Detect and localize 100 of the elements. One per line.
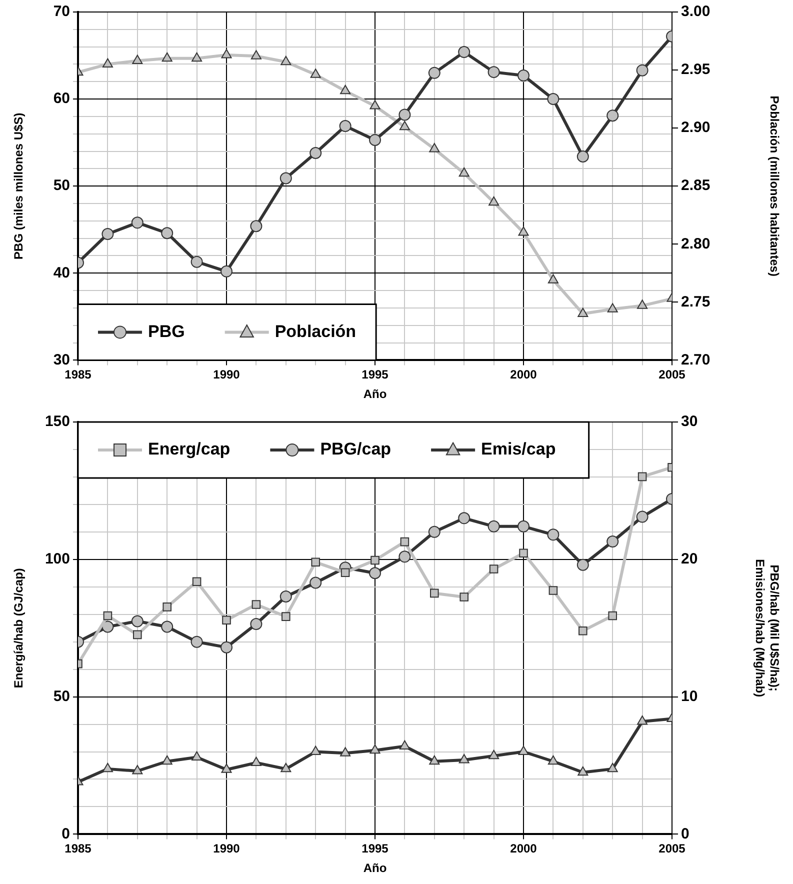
- y-tick-label: 150: [44, 413, 70, 430]
- x-tick-label: 2005: [658, 368, 686, 382]
- point: [637, 300, 648, 309]
- point: [458, 46, 470, 58]
- x-tick-label: 1995: [362, 842, 389, 856]
- point: [220, 641, 232, 654]
- point: [250, 50, 262, 60]
- point: [399, 120, 410, 130]
- y2-tick-label: 2.70: [681, 351, 710, 368]
- y2-tick-label: 10: [681, 688, 698, 705]
- point: [133, 630, 142, 640]
- point: [576, 150, 589, 163]
- y-tick-label: 0: [62, 825, 70, 842]
- point: [370, 744, 380, 754]
- point: [131, 216, 144, 229]
- point: [190, 636, 203, 648]
- point: [489, 564, 498, 574]
- x-tick-label: 1985: [64, 842, 92, 856]
- y-tick-label: 50: [53, 177, 70, 194]
- y2-tick-label: 20: [681, 550, 698, 568]
- point: [340, 747, 351, 756]
- x-tick-label: 1995: [362, 368, 389, 382]
- point: [458, 754, 470, 764]
- point: [400, 537, 410, 546]
- point: [131, 615, 144, 628]
- point: [221, 764, 232, 773]
- point: [340, 568, 350, 577]
- point: [340, 84, 351, 94]
- point: [428, 66, 440, 79]
- y2-tick-label: 2.75: [681, 293, 710, 310]
- point: [220, 265, 232, 278]
- y2-tick-label: 0: [681, 825, 690, 842]
- y-tick-label: 60: [53, 90, 70, 108]
- x-tick-label: 2000: [510, 368, 538, 382]
- point: [103, 611, 112, 620]
- legend-label: PBG: [148, 322, 185, 341]
- point: [280, 172, 292, 184]
- point: [369, 567, 381, 580]
- point: [608, 611, 617, 620]
- point: [548, 755, 558, 765]
- point: [636, 510, 648, 523]
- point: [339, 120, 352, 132]
- point: [370, 100, 380, 110]
- point: [310, 147, 322, 160]
- y2-tick-label: 2.85: [681, 177, 710, 194]
- point: [192, 52, 202, 62]
- point: [282, 612, 290, 621]
- point: [280, 56, 292, 66]
- point: [280, 762, 292, 772]
- point: [370, 556, 380, 565]
- point: [518, 70, 530, 82]
- point: [606, 536, 619, 548]
- point: [192, 577, 202, 586]
- y-tick-label: 50: [53, 688, 70, 705]
- y-tick-label: 40: [53, 264, 70, 282]
- point: [636, 64, 648, 76]
- legend-label: Emis/cap: [481, 440, 556, 459]
- point: [460, 592, 468, 602]
- x-tick-label: 1990: [213, 368, 240, 382]
- y-tick-label: 70: [53, 3, 70, 20]
- point: [192, 751, 202, 761]
- point: [607, 762, 618, 772]
- y-tick-label: 30: [53, 351, 70, 368]
- point: [310, 576, 322, 589]
- point: [162, 52, 172, 62]
- point: [161, 620, 174, 633]
- point: [311, 558, 320, 567]
- point: [250, 756, 262, 766]
- point: [250, 220, 262, 232]
- point: [162, 755, 172, 765]
- point: [548, 274, 558, 284]
- point: [190, 256, 203, 268]
- point: [578, 308, 588, 318]
- point: [518, 226, 529, 236]
- point: [428, 526, 440, 538]
- point: [638, 472, 647, 482]
- point: [547, 528, 560, 541]
- y-axis-title: PBG (miles millones U$S): [12, 112, 26, 260]
- legend-label: Población: [274, 322, 356, 341]
- point: [488, 196, 500, 206]
- y2-axis-title: PBG/hab (Mil U$S/ha); Emisiones/hab (Mg/hab): [753, 559, 782, 698]
- point: [399, 740, 410, 750]
- y2-tick-label: 30: [681, 413, 698, 430]
- point: [102, 58, 113, 68]
- x-axis-title: Año: [363, 387, 387, 402]
- point: [429, 142, 440, 152]
- point: [518, 520, 530, 532]
- point: [280, 590, 292, 602]
- y2-axis-title: Población (millones habitantes): [767, 96, 782, 276]
- y-axis-title: Energía/hab (GJ/cap): [12, 568, 26, 688]
- point: [369, 134, 381, 146]
- point: [430, 588, 439, 598]
- point: [607, 303, 618, 312]
- point: [606, 110, 619, 122]
- point: [519, 548, 528, 558]
- point: [222, 616, 231, 625]
- point: [637, 716, 648, 725]
- point: [102, 620, 114, 633]
- point: [102, 228, 114, 240]
- point: [518, 746, 529, 756]
